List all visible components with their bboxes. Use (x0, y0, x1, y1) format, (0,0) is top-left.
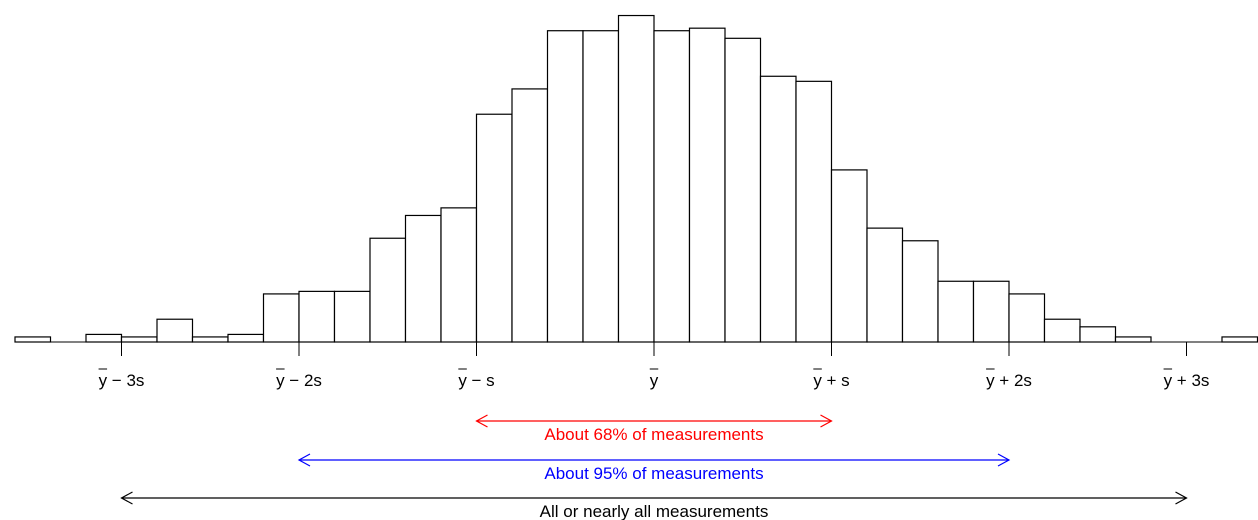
x-tick-label: y + s (813, 371, 849, 390)
histogram-bar (262, 293, 300, 343)
x-tick-label: y + 2s (986, 371, 1032, 390)
histogram-bar (830, 169, 868, 343)
histogram-bar (937, 280, 975, 343)
histogram-bar (1008, 293, 1046, 343)
histogram-bar (866, 227, 904, 343)
range-label: About 95% of measurements (544, 464, 763, 483)
histogram-bar (298, 290, 336, 343)
x-tick-label: y + 3s (1164, 371, 1210, 390)
histogram-bar (1079, 326, 1117, 343)
histogram-bar (511, 88, 549, 343)
range-arrowhead-left (120, 491, 133, 505)
histogram-bar (333, 290, 371, 343)
histogram-bar (759, 75, 797, 343)
x-axis: y − 3s y − 2s y − s y y + s y + 2s y + 3s (15, 341, 1258, 390)
x-tick-label: y − s (458, 371, 494, 390)
histogram-bar (191, 336, 229, 343)
histogram-bar (440, 207, 478, 343)
range-arrowhead-left (475, 414, 488, 428)
x-tick-label: y − 2s (276, 371, 322, 390)
range-label: About 68% of measurements (544, 425, 763, 444)
histogram-bar (582, 30, 620, 343)
range-annotation: All or nearly all measurements (120, 491, 1188, 520)
histogram-bar (14, 336, 52, 343)
histogram-bar (972, 280, 1010, 343)
histogram-bar (653, 30, 691, 343)
histogram-bar (85, 333, 123, 343)
histogram-bar (724, 37, 762, 343)
histogram-bar (546, 30, 584, 343)
histogram-bars (14, 14, 1258, 343)
histogram-bar (1043, 318, 1081, 343)
histogram-bar (227, 333, 265, 343)
histogram-bar (369, 237, 407, 343)
histogram-bar (1114, 336, 1152, 343)
histogram-bar (688, 27, 726, 343)
histogram-bar (1221, 336, 1258, 343)
range-arrowhead-right (820, 414, 833, 428)
histogram-bar (617, 14, 655, 343)
x-tick-label: y (650, 371, 659, 390)
range-annotations: About 68% of measurements About 95% of me… (120, 414, 1188, 520)
range-arrowhead-right (997, 453, 1011, 467)
histogram-bar (156, 318, 194, 343)
range-arrowhead-right (1175, 491, 1188, 505)
histogram-bar (120, 336, 158, 343)
histogram-bar (795, 80, 833, 343)
histogram-bar (901, 240, 939, 343)
histogram-bar (475, 113, 513, 343)
range-annotation: About 68% of measurements (475, 414, 833, 444)
range-arrowhead-left (297, 453, 311, 467)
range-label: All or nearly all measurements (540, 502, 769, 520)
histogram-bar (404, 214, 442, 343)
range-annotation: About 95% of measurements (297, 453, 1011, 483)
x-tick-label: y − 3s (99, 371, 145, 390)
